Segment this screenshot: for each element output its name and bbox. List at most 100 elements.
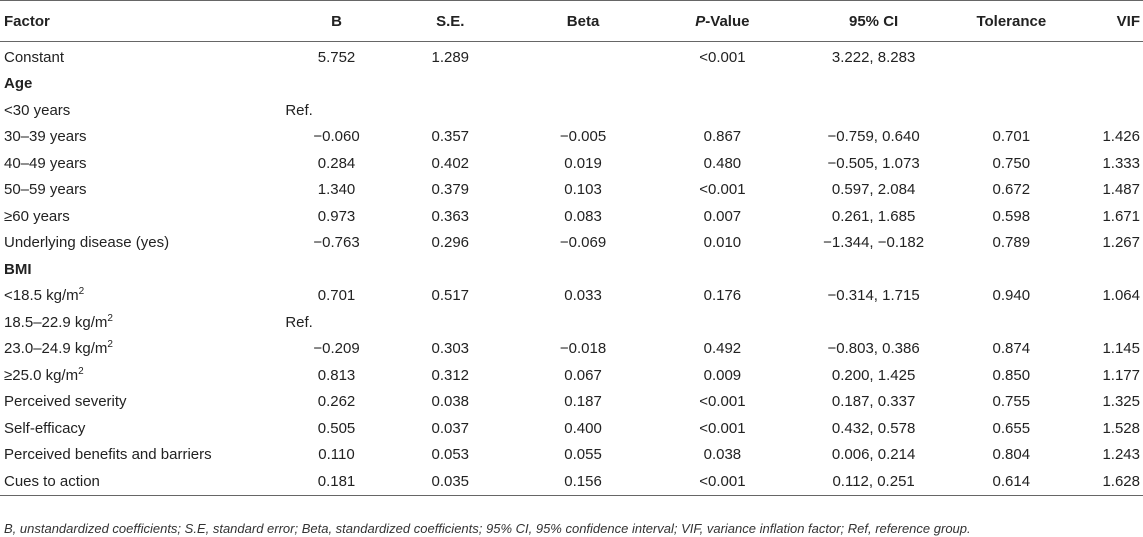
ci-cell: 0.597, 2.084 xyxy=(831,181,916,199)
tolerance-cell xyxy=(962,42,1061,71)
beta-cell: 0.400 xyxy=(564,419,602,437)
factor-cell: Constant xyxy=(4,48,65,66)
superscript: 2 xyxy=(107,339,113,351)
ci-cell: 0.432, 0.578 xyxy=(831,419,916,437)
se-cell: 0.038 xyxy=(431,393,470,411)
beta-cell: 0.019 xyxy=(564,154,602,172)
vif-cell: 1.333 xyxy=(1102,154,1140,172)
p-cell: <0.001 xyxy=(699,48,746,66)
p-cell: 0.492 xyxy=(703,340,742,358)
ci-cell: 0.006, 0.214 xyxy=(831,446,916,464)
beta-cell: 0.055 xyxy=(564,446,602,464)
table-row: 30–39 years −0.060 0.357 −0.005 0.867 −0… xyxy=(0,124,1143,151)
table-row: Self-efficacy 0.505 0.037 0.400 <0.001 0… xyxy=(0,415,1143,442)
header-p-rest: -Value xyxy=(705,12,750,30)
b-cell: 5.752 xyxy=(317,48,356,66)
factor-cell: Underlying disease (yes) xyxy=(4,234,170,252)
se-cell: 0.363 xyxy=(431,207,470,225)
vif-cell: 1.528 xyxy=(1102,419,1140,437)
beta-cell: 0.033 xyxy=(564,287,602,305)
vif-cell: 1.628 xyxy=(1060,468,1143,496)
p-cell: <0.001 xyxy=(659,468,786,496)
b-cell: 0.284 xyxy=(317,154,356,172)
factor-cell: 40–49 years xyxy=(4,154,87,172)
table-row: ≥25.0 kg/m2 0.813 0.312 0.067 0.009 0.20… xyxy=(0,362,1143,389)
factor-text: <18.5 kg/m xyxy=(4,287,79,305)
section-row-age: Age xyxy=(0,71,1143,98)
tolerance-cell: 0.789 xyxy=(992,234,1031,252)
vif-cell: 1.671 xyxy=(1102,207,1140,225)
factor-cell: 23.0–24.9 kg/m2 xyxy=(0,336,279,363)
superscript: 2 xyxy=(78,365,84,377)
se-cell: 0.379 xyxy=(431,181,470,199)
section-label: BMI xyxy=(4,260,32,278)
se-cell: 1.289 xyxy=(431,48,470,66)
p-cell: <0.001 xyxy=(699,181,746,199)
factor-cell: <30 years xyxy=(4,101,71,119)
table-row: Cues to action 0.181 0.035 0.156 <0.001 … xyxy=(0,468,1143,496)
beta-cell: −0.005 xyxy=(559,128,607,146)
header-vif: VIF xyxy=(1060,0,1143,42)
se-cell: 0.357 xyxy=(431,128,470,146)
p-cell: <0.001 xyxy=(699,419,746,437)
b-cell: −0.763 xyxy=(313,234,360,252)
p-cell: <0.001 xyxy=(699,393,746,411)
se-cell: 0.037 xyxy=(431,419,470,437)
superscript: 2 xyxy=(78,286,85,298)
vif-cell: 1.325 xyxy=(1102,393,1140,411)
b-cell: 1.340 xyxy=(317,181,356,199)
p-cell: 0.867 xyxy=(703,128,742,146)
factor-cell: <18.5 kg/m2 xyxy=(0,283,279,310)
tolerance-cell: 0.598 xyxy=(992,207,1031,225)
ci-cell: −0.505, 1.073 xyxy=(827,154,920,172)
se-cell: 0.053 xyxy=(431,446,470,464)
vif-cell: 1.267 xyxy=(1102,234,1140,252)
vif-cell: 1.064 xyxy=(1102,287,1140,305)
beta-cell: 0.103 xyxy=(564,181,602,199)
factor-cell: Perceived severity xyxy=(4,393,127,411)
vif-cell: 1.145 xyxy=(1102,340,1140,358)
ci-cell: −1.344, −0.182 xyxy=(823,234,925,252)
vif-cell: 1.243 xyxy=(1102,446,1140,464)
beta-cell: 0.067 xyxy=(564,366,602,384)
p-cell: 0.176 xyxy=(703,287,742,305)
beta-cell: −0.069 xyxy=(559,234,607,252)
factor-cell: Perceived benefits and barriers xyxy=(4,446,212,464)
factor-text: 18.5–22.9 kg/m xyxy=(4,313,108,331)
table-row: 18.5–22.9 kg/m2 Ref. xyxy=(0,309,1143,336)
se-cell: 0.303 xyxy=(431,340,470,358)
header-row: Factor B S.E. Beta P-Value 95% CI Tolera… xyxy=(0,0,1143,42)
factor-cell: ≥25.0 kg/m2 xyxy=(0,362,279,389)
factor-cell: 18.5–22.9 kg/m2 xyxy=(0,309,279,336)
table-row: 40–49 years 0.284 0.402 0.019 0.480 −0.5… xyxy=(0,150,1143,177)
tolerance-cell: 0.614 xyxy=(961,468,1061,496)
vif-cell: 1.177 xyxy=(1102,366,1140,384)
table-row: Constant 5.752 1.289 <0.001 3.222, 8.283 xyxy=(0,42,1143,71)
table-row: 23.0–24.9 kg/m2 −0.209 0.303 −0.018 0.49… xyxy=(0,336,1143,363)
header-ci: 95% CI xyxy=(785,0,962,42)
beta-cell: 0.187 xyxy=(564,393,602,411)
beta-cell: 0.156 xyxy=(506,468,660,496)
beta-cell: −0.018 xyxy=(559,340,607,358)
b-cell: Ref. xyxy=(285,313,313,331)
tolerance-cell: 0.750 xyxy=(992,154,1031,172)
ci-cell: 3.222, 8.283 xyxy=(831,48,916,66)
se-cell: 0.517 xyxy=(431,287,470,305)
tolerance-cell: 0.755 xyxy=(992,393,1031,411)
factor-cell: Cues to action xyxy=(0,468,280,496)
table-row: Perceived benefits and barriers 0.110 0.… xyxy=(0,442,1143,469)
b-cell: 0.973 xyxy=(317,207,356,225)
regression-table: Factor B S.E. Beta P-Value 95% CI Tolera… xyxy=(0,0,1143,496)
tolerance-cell: 0.804 xyxy=(992,446,1031,464)
se-cell: 0.035 xyxy=(393,468,507,496)
b-cell: 0.181 xyxy=(279,468,394,496)
p-cell: 0.038 xyxy=(703,446,742,464)
ci-cell: −0.803, 0.386 xyxy=(827,340,920,358)
tolerance-cell: 0.850 xyxy=(992,366,1031,384)
p-cell: 0.480 xyxy=(703,154,742,172)
tolerance-cell: 0.672 xyxy=(992,181,1031,199)
tolerance-cell: 0.940 xyxy=(992,287,1031,305)
se-cell: 0.402 xyxy=(431,154,470,172)
table-row: Perceived severity 0.262 0.038 0.187 <0.… xyxy=(0,389,1143,416)
header-se: S.E. xyxy=(393,0,507,42)
